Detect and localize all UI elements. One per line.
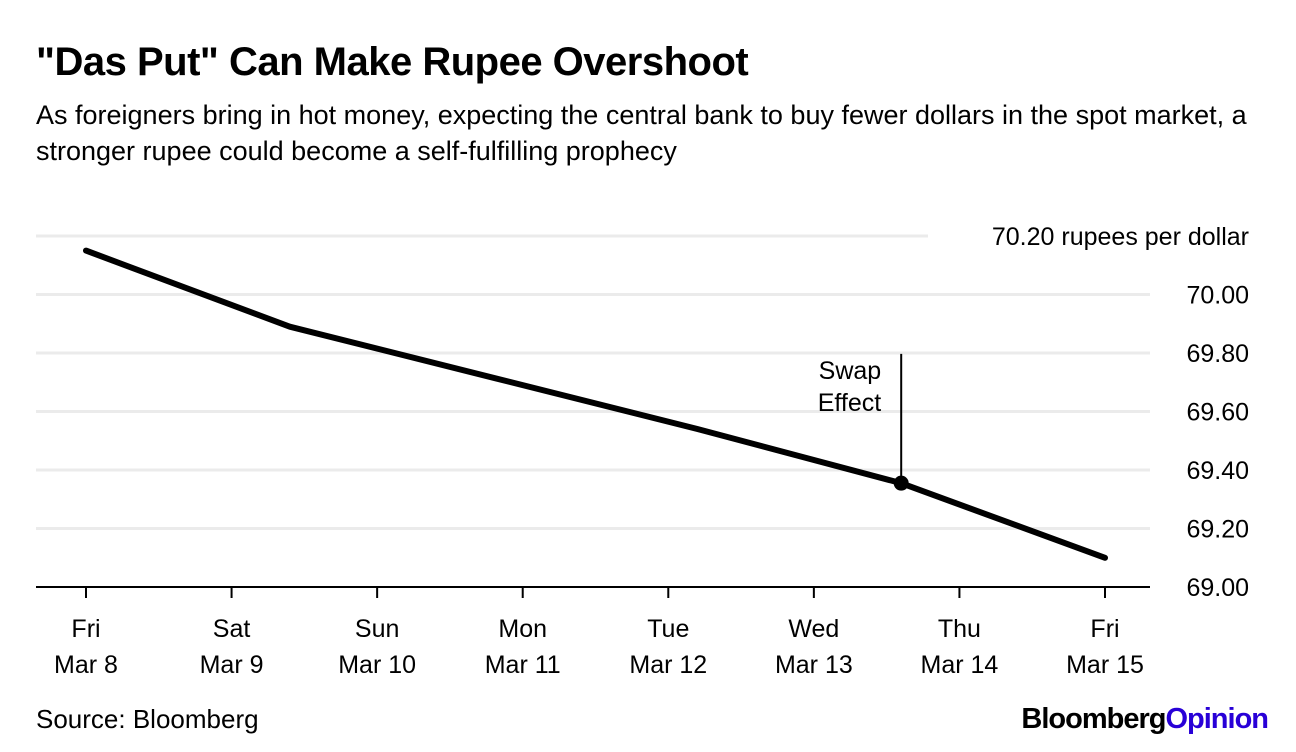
x-tick-day: Sat [213,615,251,643]
y-tick-label: 69.00 [1186,574,1249,602]
x-tick-day: Fri [71,615,100,643]
annotation-marker [893,475,909,491]
x-tick-date: Mar 15 [1066,651,1144,679]
x-tick-day: Tue [647,615,689,643]
logo-bloomberg: Bloomberg [1021,703,1166,735]
y-tick-label: 70.00 [1186,282,1249,310]
source-note: Source: Bloomberg [36,704,259,734]
x-tick-date: Mar 8 [54,651,118,679]
chart-title: "Das Put" Can Make Rupee Overshoot [36,40,749,84]
y-axis-labels: 69.00 69.20 69.40 69.60 69.80 70.00 70.20 rupe… [992,223,1249,602]
x-tick-day: Fri [1090,615,1119,643]
x-tick-date: Mar 10 [338,651,416,679]
y-tick-label: 69.40 [1186,457,1249,485]
x-axis [36,586,1150,598]
x-tick-date: Mar 12 [629,651,707,679]
y-tick-label: 69.20 [1186,516,1249,544]
annotation-label-line2: Effect [818,389,882,417]
chart-subtitle: As foreigners bring in hot money, expect… [36,100,1247,166]
series [83,247,1108,561]
x-tick-day: Sun [355,615,399,643]
annotation-label-line1: Swap [819,357,882,385]
x-tick-day: Mon [498,615,547,643]
x-tick-day: Thu [938,615,981,643]
x-tick-date: Mar 11 [485,651,561,679]
annotations: Swap Effect [818,353,909,491]
x-tick-date: Mar 9 [200,651,264,679]
bloomberg-opinion-logo: BloombergOpinion [1021,703,1269,736]
x-tick-date: Mar 14 [921,651,999,679]
gridlines [36,234,1150,530]
x-axis-labels: Fri Mar 8 Sat Mar 9 Sun Mar 10 Mon Mar 11 Tue Mar… [54,615,1144,679]
series-line [83,247,1108,561]
y-tick-label: 69.80 [1186,340,1249,368]
y-unit-label: 70.20 rupees per dollar [992,223,1249,251]
x-tick-day: Wed [788,615,839,643]
logo-opinion: Opinion [1165,703,1269,735]
x-tick-date: Mar 13 [775,651,853,679]
y-tick-label: 69.60 [1186,399,1249,427]
